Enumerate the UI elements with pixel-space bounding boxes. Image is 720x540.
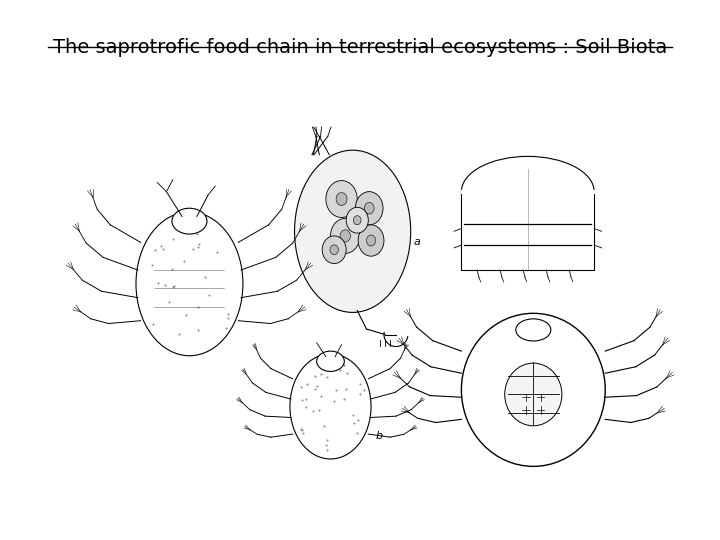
Ellipse shape: [505, 363, 562, 426]
Text: The saprotrofic food chain in terrestrial ecosystems : Soil Biota: The saprotrofic food chain in terrestria…: [53, 38, 667, 57]
Ellipse shape: [330, 245, 338, 254]
Ellipse shape: [366, 235, 376, 246]
Ellipse shape: [172, 208, 207, 234]
Ellipse shape: [358, 225, 384, 256]
Ellipse shape: [346, 207, 369, 233]
Ellipse shape: [136, 212, 243, 356]
Ellipse shape: [356, 192, 383, 225]
Ellipse shape: [330, 218, 360, 253]
Ellipse shape: [516, 319, 551, 341]
Ellipse shape: [354, 215, 361, 225]
Ellipse shape: [462, 313, 606, 467]
Ellipse shape: [336, 193, 347, 205]
Ellipse shape: [323, 236, 346, 264]
Ellipse shape: [290, 354, 371, 459]
Ellipse shape: [326, 180, 357, 218]
Ellipse shape: [340, 230, 351, 242]
Text: a: a: [413, 237, 420, 247]
Ellipse shape: [364, 202, 374, 214]
Ellipse shape: [462, 157, 594, 227]
Ellipse shape: [294, 150, 410, 313]
Polygon shape: [462, 192, 594, 270]
Ellipse shape: [317, 351, 344, 372]
Text: b: b: [376, 431, 383, 441]
